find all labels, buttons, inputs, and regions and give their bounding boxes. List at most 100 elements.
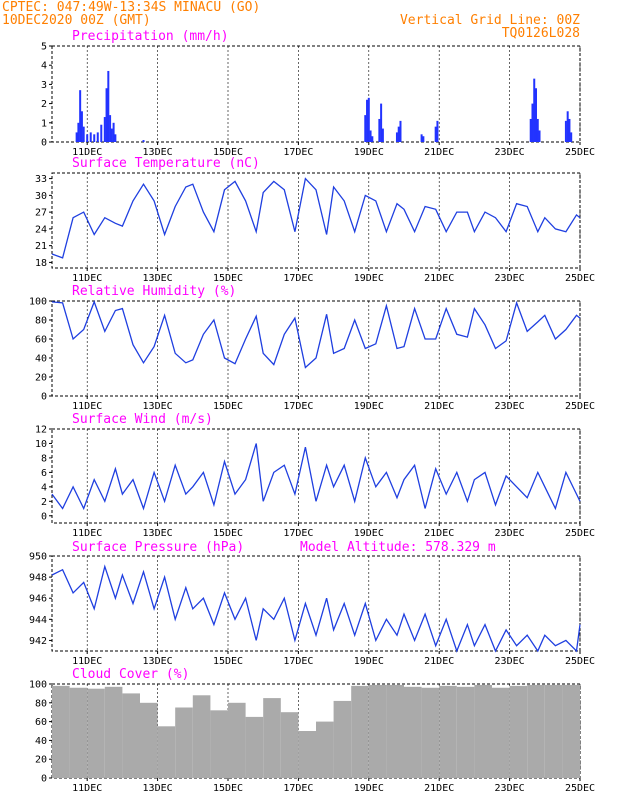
precipitation-bar — [399, 120, 402, 142]
cloud-cover-bar — [333, 700, 352, 778]
temperature-x-tick-label: 15DEC — [213, 273, 243, 284]
precipitation-x-tick-label: 19DEC — [354, 147, 384, 158]
cloud-cover-y-tick-label: 100 — [29, 680, 47, 691]
wind-frame — [51, 428, 581, 524]
precipitation-bar — [142, 140, 145, 142]
cloud-cover-bar — [474, 684, 492, 778]
cloud-cover-bar — [509, 685, 528, 778]
cloud-cover-y-tick-label: 0 — [41, 774, 47, 785]
temperature-frame — [51, 172, 581, 269]
cloud-cover-bar — [562, 684, 580, 778]
precipitation-bar — [395, 132, 398, 142]
pressure-y-tick-label: 942 — [29, 636, 47, 647]
humidity-x-tick-label: 13DEC — [143, 401, 173, 412]
precipitation-x-tick-label: 13DEC — [143, 147, 173, 158]
precipitation-y-tick-label: 2 — [41, 99, 47, 110]
header-model-id: TQ0126L028 — [502, 26, 580, 41]
precipitation-bar — [112, 122, 115, 142]
wind-y-tick-label: 2 — [41, 497, 47, 508]
cloud-cover-bar — [492, 687, 510, 778]
pressure-y-tick-label: 944 — [29, 615, 47, 626]
cloud-cover-bar — [421, 687, 440, 778]
precipitation-bar — [564, 120, 567, 142]
humidity-x-tick-label: 11DEC — [72, 401, 102, 412]
precipitation-bar — [420, 134, 423, 142]
precipitation-y-tick-label: 4 — [41, 61, 47, 72]
precipitation-frame — [51, 45, 581, 143]
cloud-cover-bar — [52, 685, 70, 778]
precipitation-bar — [93, 134, 96, 142]
cloud-cover-y-tick-label: 60 — [35, 717, 47, 728]
cloud-cover-bar — [87, 688, 105, 778]
precipitation-bar — [86, 134, 89, 142]
humidity-x-tick-label: 17DEC — [283, 401, 313, 412]
precipitation-bar — [529, 118, 532, 142]
cloud-cover-bar — [439, 685, 457, 778]
precipitation-x-tick-label: 17DEC — [283, 147, 313, 158]
cloud-cover-x-tick-label: 19DEC — [354, 783, 384, 794]
precipitation-x-tick-label: 25DEC — [565, 147, 595, 158]
wind-y-tick-label: 6 — [41, 468, 47, 479]
temperature-x-tick-label: 25DEC — [565, 273, 595, 284]
precipitation-bar — [436, 120, 439, 142]
cloud-cover-x-tick-label: 13DEC — [143, 783, 173, 794]
header-location: CPTEC: 047:49W-13:34S MINACU (GO) — [2, 0, 260, 15]
temperature-title: Surface Temperature (nC) — [72, 156, 260, 171]
precipitation-y-tick-label: 0 — [41, 138, 47, 149]
cloud-cover-y-tick-label: 20 — [35, 755, 47, 766]
pressure-x-tick-label: 21DEC — [424, 656, 454, 667]
precipitation-bar — [378, 118, 381, 142]
precipitation-bar — [570, 132, 573, 142]
temperature-x-tick-label: 21DEC — [424, 273, 454, 284]
pressure-x-tick-label: 19DEC — [354, 656, 384, 667]
cloud-cover-bar — [263, 698, 281, 778]
precipitation-bar — [536, 118, 539, 142]
temperature-x-tick-label: 19DEC — [354, 273, 384, 284]
precipitation-bar — [75, 132, 78, 142]
precipitation-bar — [364, 115, 367, 142]
cloud-cover-bar — [316, 721, 334, 778]
cloud-cover-bar — [175, 707, 193, 778]
wind-y-tick-label: 0 — [41, 511, 47, 522]
temperature-y-tick-label: 27 — [35, 208, 47, 219]
temperature-x-tick-label: 17DEC — [283, 273, 313, 284]
wind-y-tick-label: 12 — [35, 425, 47, 436]
precipitation-bar — [380, 103, 383, 142]
precipitation-bar — [535, 88, 537, 142]
temperature-y-tick-label: 33 — [35, 174, 47, 185]
wind-x-tick-label: 25DEC — [565, 528, 595, 539]
precipitation-x-tick-label: 23DEC — [495, 147, 525, 158]
cloud-cover-x-tick-label: 21DEC — [424, 783, 454, 794]
precipitation-bar — [533, 78, 536, 142]
precipitation-bar — [77, 122, 80, 142]
pressure-x-tick-label: 25DEC — [565, 656, 595, 667]
cloud-cover-x-tick-label: 11DEC — [72, 783, 102, 794]
cloud-cover-bar — [544, 684, 563, 778]
precipitation-bar — [531, 103, 534, 142]
pressure-x-tick-label: 23DEC — [495, 656, 525, 667]
pressure-y-tick-label: 946 — [29, 594, 47, 605]
wind-x-tick-label: 17DEC — [283, 528, 313, 539]
cloud-cover-bar — [527, 684, 545, 778]
cloud-cover-title: Cloud Cover (%) — [72, 667, 189, 682]
precipitation-bar — [110, 128, 113, 142]
precipitation-bar — [538, 130, 541, 142]
precipitation-bar — [566, 111, 569, 142]
cloud-cover-x-tick-label: 17DEC — [283, 783, 313, 794]
precipitation-bar — [103, 117, 106, 142]
wind-x-tick-label: 13DEC — [143, 528, 173, 539]
precipitation-bar — [397, 126, 400, 142]
cloud-cover-y-tick-label: 40 — [35, 736, 47, 747]
precipitation-title: Precipitation (mm/h) — [72, 29, 229, 44]
cloud-cover-bar — [157, 726, 176, 778]
cloud-cover-bar — [456, 686, 475, 778]
cloud-cover-x-tick-label: 25DEC — [565, 783, 595, 794]
humidity-x-tick-label: 15DEC — [213, 401, 243, 412]
temperature-x-tick-label: 11DEC — [72, 273, 102, 284]
wind-x-tick-label: 23DEC — [495, 528, 525, 539]
humidity-frame — [51, 300, 581, 397]
wind-y-tick-label: 10 — [35, 439, 47, 450]
precipitation-bar — [109, 115, 112, 142]
header-date: 10DEC2020 00Z (GMT) — [2, 13, 151, 28]
